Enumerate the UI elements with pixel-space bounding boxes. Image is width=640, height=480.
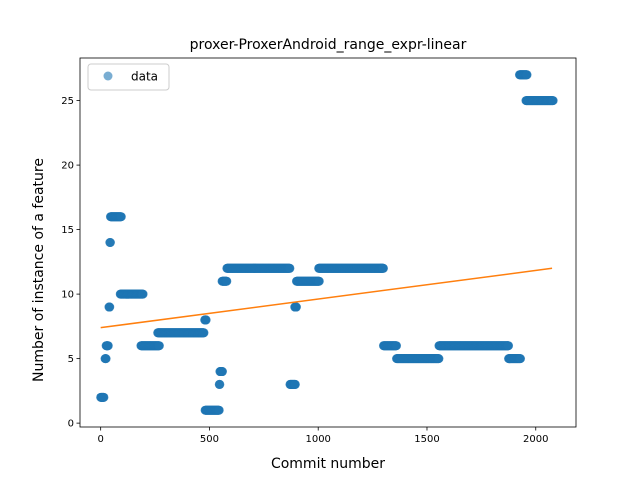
data-point <box>215 379 225 389</box>
fit-line <box>100 267 553 329</box>
axes <box>79 57 577 428</box>
data-point <box>214 405 224 415</box>
data-point <box>101 354 111 364</box>
y-tick-label: 5 <box>68 354 74 365</box>
data-point <box>154 341 164 351</box>
data-point <box>504 341 514 351</box>
data-point <box>201 315 211 325</box>
legend-marker-data <box>103 71 113 81</box>
x-tick-label: 2000 <box>523 434 548 445</box>
data-point <box>199 328 209 338</box>
legend: data <box>87 63 170 91</box>
chart-title: proxer-ProxerAndroid_range_expr-linear <box>190 37 467 53</box>
x-axis-ticks: 0 500 1000 1500 2000 <box>97 427 548 445</box>
x-axis-label: Commit number <box>271 456 385 472</box>
y-tick-label: 10 <box>61 290 74 301</box>
data-point <box>548 96 558 106</box>
data-point <box>290 379 300 389</box>
data-point <box>116 212 126 222</box>
data-point <box>103 341 113 351</box>
data-points <box>96 70 558 415</box>
data-point <box>138 289 148 299</box>
data-point <box>217 367 227 377</box>
data-point <box>105 302 115 312</box>
x-tick-label: 0 <box>97 434 103 445</box>
data-point <box>516 354 526 364</box>
x-tick-label: 1000 <box>305 434 330 445</box>
axes-frame <box>79 57 577 428</box>
data-point <box>378 263 388 273</box>
data-point <box>314 276 324 286</box>
x-tick-label: 1500 <box>414 434 439 445</box>
data-point <box>291 302 301 312</box>
legend-label-data: data <box>131 70 158 84</box>
y-tick-label: 15 <box>61 225 74 236</box>
data-point <box>99 392 109 402</box>
y-tick-label: 25 <box>61 96 74 107</box>
y-tick-label: 0 <box>68 419 74 430</box>
x-tick-label: 500 <box>200 434 219 445</box>
legend-box <box>87 63 170 91</box>
data-point <box>105 238 115 247</box>
data-point <box>392 341 402 351</box>
data-point <box>222 276 232 286</box>
data-point <box>434 354 444 364</box>
data-point <box>285 263 295 273</box>
y-axis-ticks: 0 5 10 15 20 25 <box>61 96 80 430</box>
y-tick-label: 20 <box>61 161 74 172</box>
y-axis-label: Number of instance of a feature <box>31 158 47 382</box>
fit-layer <box>100 267 553 329</box>
data-point <box>522 70 532 80</box>
